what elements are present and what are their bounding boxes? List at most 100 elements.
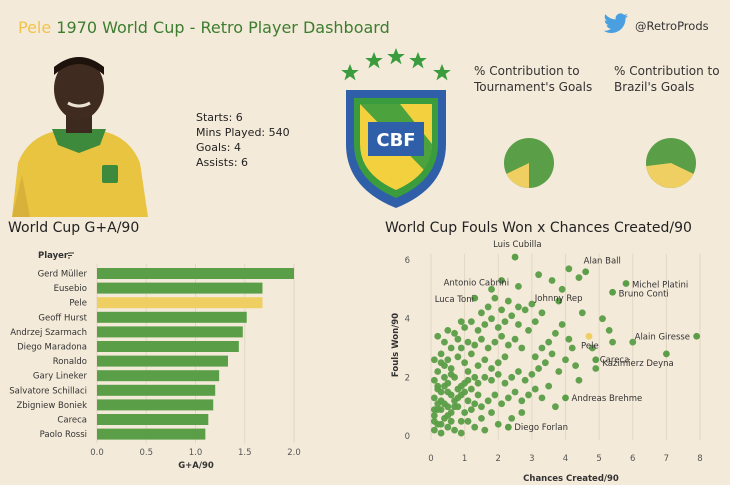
scatter-point[interactable]: [491, 338, 499, 346]
bar-diego-maradona[interactable]: [97, 341, 239, 352]
scatter-point[interactable]: [498, 400, 506, 408]
scatter-point[interactable]: [488, 376, 495, 384]
scatter-point[interactable]: [454, 394, 462, 402]
scatter-point-diego-forlan[interactable]: [504, 423, 512, 431]
scatter-point[interactable]: [447, 344, 455, 352]
scatter-point-luis-cubilla[interactable]: [511, 253, 519, 261]
scatter-point[interactable]: [562, 356, 569, 364]
bar-gary-lineker[interactable]: [97, 370, 220, 382]
scatter-point[interactable]: [471, 341, 479, 349]
scatter-point[interactable]: [451, 403, 458, 411]
scatter-point[interactable]: [430, 356, 438, 364]
scatter-point[interactable]: [589, 344, 596, 352]
scatter-point[interactable]: [437, 350, 445, 358]
scatter-point[interactable]: [467, 406, 475, 413]
scatter-point[interactable]: [461, 324, 469, 331]
scatter-point[interactable]: [629, 338, 637, 346]
scatter-point[interactable]: [461, 388, 469, 396]
scatter-point[interactable]: [575, 274, 583, 281]
scatter-point[interactable]: [518, 409, 526, 416]
scatter-point[interactable]: [430, 412, 438, 419]
scatter-point[interactable]: [508, 312, 516, 320]
scatter-point[interactable]: [531, 353, 539, 361]
scatter-point[interactable]: [484, 397, 492, 405]
scatter-point[interactable]: [515, 303, 522, 311]
scatter-point[interactable]: [444, 423, 452, 431]
scatter-point[interactable]: [474, 379, 482, 387]
scatter-point[interactable]: [501, 379, 509, 387]
twitter-link[interactable]: @RetroProds: [603, 13, 723, 38]
scatter-point[interactable]: [464, 338, 472, 346]
scatter-point[interactable]: [508, 415, 516, 422]
scatter-point[interactable]: [444, 388, 452, 396]
scatter-point[interactable]: [525, 327, 532, 334]
scatter-point[interactable]: [488, 365, 495, 372]
bar-paolo-rossi[interactable]: [97, 428, 206, 440]
scatter-point[interactable]: [451, 329, 458, 337]
scatter-point[interactable]: [531, 385, 539, 393]
scatter-point[interactable]: [518, 344, 526, 352]
scatter-point[interactable]: [444, 412, 452, 419]
scatter-point[interactable]: [565, 335, 573, 343]
scatter-point[interactable]: [464, 417, 472, 425]
scatter-point[interactable]: [508, 373, 516, 381]
scatter-point[interactable]: [488, 315, 495, 323]
scatter-point-luca-toni[interactable]: [471, 294, 479, 302]
scatter-point[interactable]: [545, 338, 553, 346]
scatter-point[interactable]: [518, 397, 526, 405]
scatter-point[interactable]: [528, 300, 536, 308]
bar-salvatore-schillaci[interactable]: [97, 384, 216, 396]
scatter-point[interactable]: [488, 285, 495, 293]
scatter-point[interactable]: [504, 341, 512, 349]
scatter-point[interactable]: [538, 394, 546, 402]
scatter-point[interactable]: [541, 359, 549, 367]
scatter-point[interactable]: [464, 397, 472, 405]
scatter-point-bruno-conti[interactable]: [609, 288, 616, 296]
scatter-point[interactable]: [599, 315, 606, 323]
scatter-point[interactable]: [609, 338, 616, 346]
scatter-point[interactable]: [441, 382, 448, 390]
scatter-point[interactable]: [498, 332, 506, 340]
scatter-point[interactable]: [457, 382, 465, 390]
scatter-point[interactable]: [434, 385, 442, 393]
scatter-point[interactable]: [484, 344, 492, 352]
scatter-point[interactable]: [501, 353, 509, 361]
scatter-point[interactable]: [535, 365, 542, 372]
bar-zbigniew-boniek[interactable]: [97, 399, 214, 411]
bar-eusebio[interactable]: [97, 282, 263, 294]
scatter-point[interactable]: [464, 376, 472, 384]
scatter-point[interactable]: [461, 409, 469, 416]
bar-andrzej-szarmach[interactable]: [97, 326, 243, 338]
scatter-point[interactable]: [575, 376, 583, 384]
bar-pele[interactable]: [97, 297, 263, 309]
scatter-point[interactable]: [430, 417, 438, 425]
scatter-point[interactable]: [471, 423, 479, 431]
scatter-point[interactable]: [504, 394, 512, 402]
scatter-point-pele[interactable]: [585, 332, 593, 340]
scatter-point-alain-giresse[interactable]: [693, 332, 701, 340]
scatter-point[interactable]: [494, 324, 502, 331]
bar-gerd-m-ller[interactable]: [97, 268, 294, 279]
scatter-point[interactable]: [494, 420, 502, 428]
scatter-point[interactable]: [494, 371, 502, 378]
scatter-point[interactable]: [447, 417, 455, 425]
scatter-point[interactable]: [434, 332, 442, 340]
scatter-point[interactable]: [481, 426, 489, 434]
scatter-point[interactable]: [511, 388, 519, 396]
scatter-point[interactable]: [474, 327, 482, 334]
scatter-point[interactable]: [488, 409, 495, 416]
scatter-point[interactable]: [447, 371, 455, 378]
scatter-point[interactable]: [471, 373, 479, 381]
scatter-point[interactable]: [457, 417, 465, 425]
scatter-point[interactable]: [592, 365, 600, 372]
scatter-point[interactable]: [444, 356, 452, 364]
scatter-point[interactable]: [457, 344, 465, 352]
scatter-point-antonio-cabrini[interactable]: [498, 277, 506, 284]
scatter-point[interactable]: [531, 318, 539, 325]
bar-geoff-hurst[interactable]: [97, 311, 247, 323]
scatter-point[interactable]: [572, 362, 579, 369]
scatter-point[interactable]: [481, 373, 489, 381]
scatter-point[interactable]: [521, 376, 529, 384]
scatter-point[interactable]: [430, 394, 438, 402]
bar-ronaldo[interactable]: [97, 355, 229, 367]
